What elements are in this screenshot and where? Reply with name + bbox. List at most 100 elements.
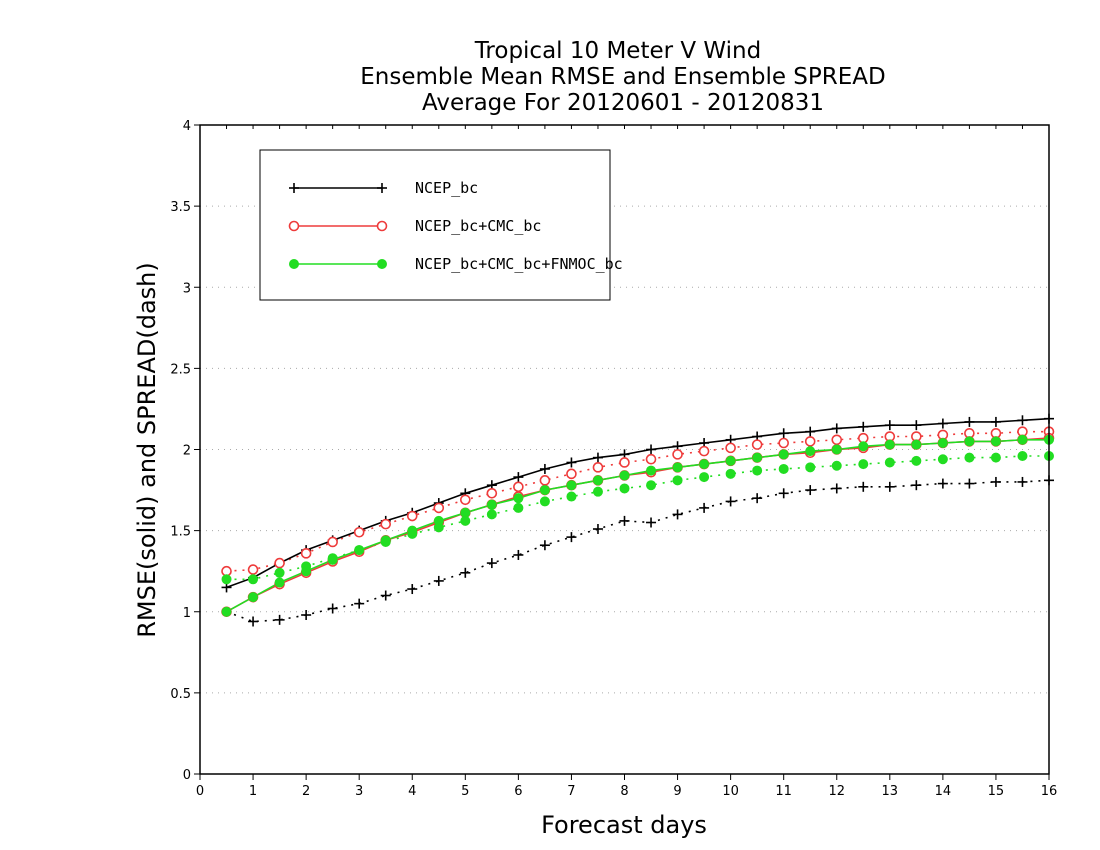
spread-point-ncep-bc xyxy=(990,476,1001,487)
x-tick-label: 3 xyxy=(355,784,363,799)
spread-point-ncep-bc-cmc-bc xyxy=(433,502,445,514)
spread-point-ncep-bc-cmc-bc xyxy=(592,462,604,473)
spread-point-ncep-bc-cmc-bc-fnmoc-bc xyxy=(805,462,816,473)
rmse-point-ncep-bc-cmc-bc-fnmoc-bc xyxy=(990,436,1001,447)
rmse-point-ncep-bc xyxy=(831,423,842,434)
spread-point-ncep-bc xyxy=(354,598,365,609)
rmse-point-ncep-bc xyxy=(937,418,948,429)
spread-point-ncep-bc xyxy=(672,509,683,520)
spread-point-ncep-bc-cmc-bc-fnmoc-bc xyxy=(884,457,895,468)
spread-point-ncep-bc-cmc-bc xyxy=(751,439,763,450)
spread-point-ncep-bc-cmc-bc-fnmoc-bc xyxy=(911,455,922,466)
rmse-point-ncep-bc-cmc-bc-fnmoc-bc xyxy=(619,470,630,481)
series-markers xyxy=(221,413,1055,627)
rmse-lines xyxy=(226,417,1050,613)
rmse-point-ncep-bc-cmc-bc-fnmoc-bc xyxy=(1017,434,1028,445)
y-tick-label: 1.5 xyxy=(170,525,191,540)
spread-point-ncep-bc-cmc-bc xyxy=(831,434,843,446)
spread-point-ncep-bc xyxy=(513,549,524,560)
spread-point-ncep-bc-cmc-bc-fnmoc-bc xyxy=(778,463,789,474)
spread-point-ncep-bc xyxy=(911,480,922,491)
legend-label: NCEP_bc xyxy=(415,179,478,197)
spread-point-ncep-bc-cmc-bc-fnmoc-bc xyxy=(566,491,577,502)
spread-point-ncep-bc-cmc-bc-fnmoc-bc xyxy=(619,483,630,494)
spread-point-ncep-bc-cmc-bc xyxy=(804,436,816,447)
spread-point-ncep-bc-cmc-bc xyxy=(353,526,365,538)
rmse-point-ncep-bc-cmc-bc-fnmoc-bc xyxy=(539,485,550,496)
x-tick-label: 0 xyxy=(196,784,204,799)
spread-point-ncep-bc-cmc-bc xyxy=(645,453,657,465)
spread-point-ncep-bc-cmc-bc-fnmoc-bc xyxy=(539,496,550,507)
rmse-point-ncep-bc-cmc-bc-fnmoc-bc xyxy=(354,545,365,556)
y-tick-label: 1 xyxy=(183,606,191,621)
rmse-point-ncep-bc-cmc-bc-fnmoc-bc xyxy=(380,535,391,546)
spread-point-ncep-bc xyxy=(248,616,259,627)
spread-point-ncep-bc-cmc-bc-fnmoc-bc xyxy=(646,480,657,491)
spread-point-ncep-bc-cmc-bc-fnmoc-bc xyxy=(592,486,603,497)
x-tick-label: 6 xyxy=(514,784,522,799)
rmse-point-ncep-bc xyxy=(778,428,789,439)
rmse-point-ncep-bc xyxy=(539,463,550,474)
spread-point-ncep-bc xyxy=(884,481,895,492)
spread-point-ncep-bc xyxy=(964,478,975,489)
legend-entry-ncep-bc-cmc-bc: NCEP_bc+CMC_bc xyxy=(288,217,541,235)
rmse-point-ncep-bc-cmc-bc-fnmoc-bc xyxy=(407,525,418,536)
legend-label: NCEP_bc+CMC_bc xyxy=(415,217,541,235)
x-tick-label: 10 xyxy=(722,784,739,799)
spread-point-ncep-bc-cmc-bc xyxy=(300,548,312,559)
rmse-point-ncep-bc xyxy=(884,420,895,431)
spread-point-ncep-bc xyxy=(274,614,285,625)
rmse-point-ncep-bc xyxy=(592,452,603,463)
spread-point-ncep-bc-cmc-bc xyxy=(566,468,577,480)
spread-point-ncep-bc-cmc-bc xyxy=(513,481,524,493)
spread-point-ncep-bc xyxy=(433,575,444,586)
legend-marker xyxy=(288,220,300,232)
legend-marker xyxy=(376,220,388,232)
spread-point-ncep-bc xyxy=(725,496,736,507)
spread-point-ncep-bc-cmc-bc-fnmoc-bc xyxy=(672,475,683,486)
spread-point-ncep-bc-cmc-bc xyxy=(539,475,551,486)
spread-point-ncep-bc-cmc-bc xyxy=(619,457,630,468)
x-tick-label: 1 xyxy=(249,784,257,799)
rmse-point-ncep-bc-cmc-bc-fnmoc-bc xyxy=(699,459,710,470)
rmse-point-ncep-bc-cmc-bc-fnmoc-bc xyxy=(248,592,259,603)
spread-point-ncep-bc xyxy=(619,515,630,526)
spread-point-ncep-bc xyxy=(858,481,869,492)
rmse-point-ncep-bc-cmc-bc-fnmoc-bc xyxy=(460,507,471,518)
spread-point-ncep-bc-cmc-bc-fnmoc-bc xyxy=(1017,450,1028,461)
chart-title-line-3: Average For 20120601 - 20120831 xyxy=(422,90,824,116)
legend-marker xyxy=(289,183,299,193)
spread-point-ncep-bc-cmc-bc-fnmoc-bc xyxy=(725,468,736,479)
rmse-point-ncep-bc xyxy=(911,420,922,431)
x-tick-label: 5 xyxy=(461,784,469,799)
chart-title: Tropical 10 Meter V Wind Ensemble Mean R… xyxy=(360,38,885,116)
rmse-point-ncep-bc xyxy=(1017,415,1028,426)
y-axis-label: RMSE(solid) and SPREAD(dash) xyxy=(133,262,161,638)
rmse-point-ncep-bc-cmc-bc-fnmoc-bc xyxy=(911,439,922,450)
rmse-point-ncep-bc-cmc-bc-fnmoc-bc xyxy=(752,452,763,463)
rmse-point-ncep-bc-cmc-bc-fnmoc-bc xyxy=(486,499,497,510)
legend-marker xyxy=(377,259,387,269)
spread-point-ncep-bc xyxy=(805,485,816,496)
x-tick-label: 7 xyxy=(567,784,575,799)
chart-title-line-2: Ensemble Mean RMSE and Ensemble SPREAD xyxy=(360,64,885,90)
legend: NCEP_bc NCEP_bc+CMC_bc NCEP_bc+CMC_bc+FNMO… xyxy=(259,149,623,301)
y-tick-label: 2 xyxy=(183,444,191,459)
spread-point-ncep-bc-cmc-bc xyxy=(327,536,338,548)
spread-point-ncep-bc-cmc-bc xyxy=(247,564,259,575)
x-axis: 0 1 2 3 4 5 6 7 8 9 10 11 12 13 14 15 16 xyxy=(196,125,1057,799)
spread-point-ncep-bc-cmc-bc-fnmoc-bc xyxy=(937,454,948,465)
spread-point-ncep-bc xyxy=(539,540,550,551)
rmse-line-ncep-bc-cmc-bc xyxy=(226,437,1050,613)
legend-box xyxy=(259,149,611,301)
rmse-point-ncep-bc-cmc-bc-fnmoc-bc xyxy=(831,444,842,455)
spread-point-ncep-bc-cmc-bc-fnmoc-bc xyxy=(486,509,497,520)
chart-title-line-1: Tropical 10 Meter V Wind xyxy=(474,38,761,64)
rmse-point-ncep-bc-cmc-bc-fnmoc-bc xyxy=(592,475,603,486)
legend-marker xyxy=(289,259,299,269)
rmse-point-ncep-bc xyxy=(646,444,657,455)
y-tick-label: 4 xyxy=(183,119,191,134)
spread-point-ncep-bc xyxy=(327,603,338,614)
spread-point-ncep-bc xyxy=(752,493,763,504)
